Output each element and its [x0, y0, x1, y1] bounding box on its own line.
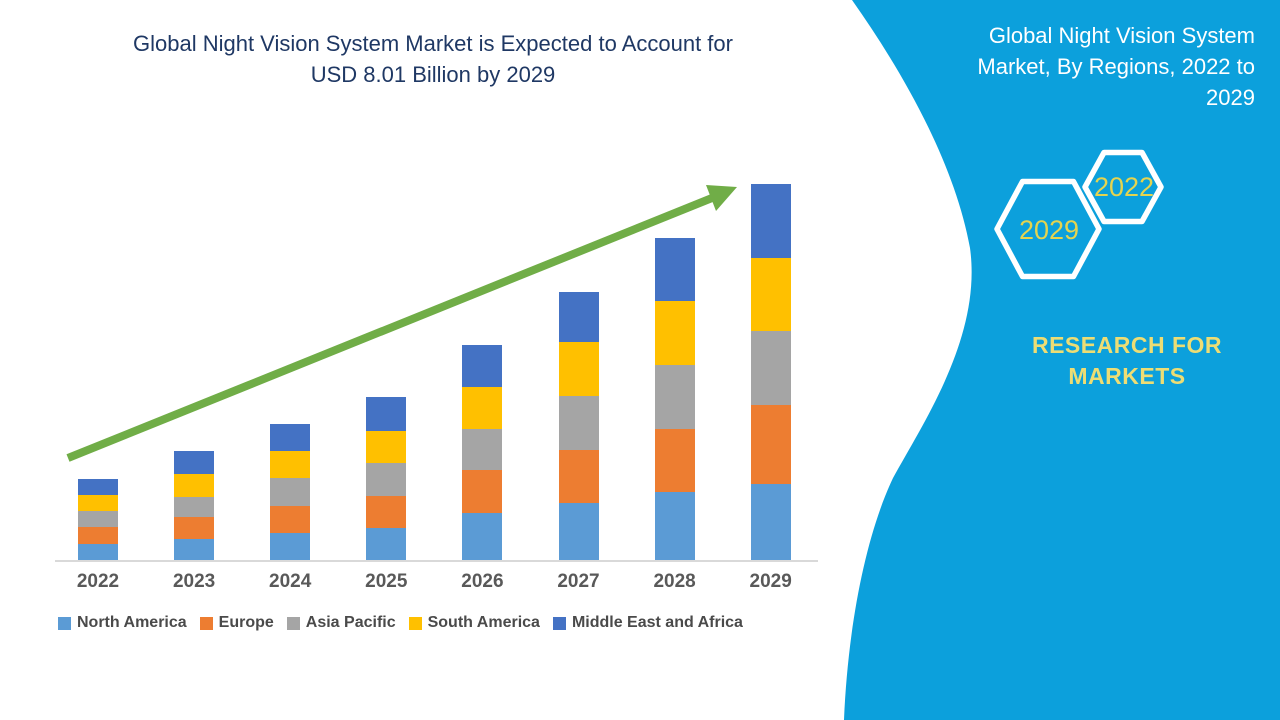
hexagon-2029-outline	[994, 178, 1102, 280]
bar-2022-segment-europe	[78, 527, 118, 544]
bar-2029	[750, 184, 791, 560]
bar-2022-segment-south-america	[78, 494, 118, 512]
bar-2029-segment-middle-east-and-africa	[750, 184, 791, 258]
bar-2024-segment-europe	[270, 505, 311, 533]
legend-swatch-asia-pacific	[286, 616, 300, 630]
chart-title-line2: USD 8.01 Billion by 2029	[310, 62, 556, 87]
x-axis-line	[55, 560, 818, 562]
chart-legend: North America Europe Asia Pacific South Ame…	[58, 614, 743, 632]
legend-label-asia-pacific: Asia Pacific	[305, 614, 396, 631]
x-axis-label-2026: 2026	[461, 571, 504, 592]
x-axis-label-2024: 2024	[269, 571, 312, 592]
bar-2025-segment-europe	[366, 495, 407, 528]
x-axis-label-2025: 2025	[365, 571, 408, 592]
bar-2022-segment-north-america	[78, 543, 118, 560]
bar-2022-segment-asia-pacific	[78, 511, 118, 528]
legend-swatch-north-america	[58, 616, 71, 630]
brand-line1: RESEARCH FOR	[1031, 332, 1222, 358]
bar-2024-segment-north-america	[270, 532, 311, 560]
bar-2023-segment-south-america	[174, 474, 215, 497]
bar-2023-segment-asia-pacific	[174, 496, 215, 518]
bar-2029-segment-asia-pacific	[750, 331, 791, 405]
legend-item-asia-pacific: Asia Pacific	[286, 614, 396, 632]
chart-title: Global Night Vision System Market is Exp…	[53, 28, 813, 90]
legend-item-north-america: North America	[58, 614, 187, 632]
x-axis-label-2023: 2023	[172, 571, 216, 592]
hexagon-2022-year-label: 2022	[1094, 172, 1154, 202]
bar-2029-segment-europe	[750, 404, 791, 484]
hexagon-2029-year-label: 2029	[1019, 215, 1079, 245]
bar-2023-segment-north-america	[174, 538, 215, 560]
legend-item-middle-east-and-africa: Middle East and Africa	[552, 614, 743, 632]
chart-title-line1: Global Night Vision System Market is Exp…	[133, 31, 733, 56]
x-axis-label-2029: 2029	[749, 571, 792, 592]
legend-swatch-middle-east-and-africa	[552, 616, 566, 630]
bar-2028-segment-north-america	[654, 491, 695, 560]
legend-swatch-south-america	[408, 616, 422, 630]
hexagon-2022-outline	[1082, 149, 1164, 225]
bar-2029-segment-north-america	[750, 483, 791, 560]
bar-2025-segment-north-america	[366, 527, 407, 560]
legend-label-north-america: North America	[77, 614, 187, 631]
right-panel-title: Global Night Vision System Market, By Re…	[977, 23, 1255, 110]
bar-2024-segment-asia-pacific	[270, 478, 311, 506]
legend-label-middle-east-and-africa: Middle East and Africa	[571, 614, 743, 631]
legend-item-south-america: South America	[408, 614, 540, 632]
legend-swatch-europe	[199, 616, 213, 630]
x-axis-label-2027: 2027	[557, 571, 600, 592]
bar-2022	[78, 479, 118, 560]
bar-2029-segment-south-america	[750, 257, 791, 332]
x-axis-label-2022: 2022	[76, 571, 120, 592]
x-axis-label-2028: 2028	[653, 571, 696, 592]
brand-line2: MARKETS	[1068, 363, 1186, 389]
bar-2025-segment-asia-pacific	[366, 463, 407, 496]
wave-shape	[844, 0, 1280, 720]
legend-item-europe: Europe	[199, 614, 274, 632]
brand-text: RESEARCH FOR MARKETS	[1002, 330, 1252, 392]
bar-2026-segment-north-america	[462, 513, 503, 560]
bar-2023-segment-europe	[174, 517, 215, 539]
bar-2027-segment-north-america	[558, 503, 599, 560]
bar-2022-segment-middle-east-and-africa	[78, 479, 118, 495]
legend-label-europe: Europe	[218, 614, 274, 631]
legend-label-south-america: South America	[427, 614, 540, 631]
bar-2026-segment-europe	[462, 470, 503, 514]
